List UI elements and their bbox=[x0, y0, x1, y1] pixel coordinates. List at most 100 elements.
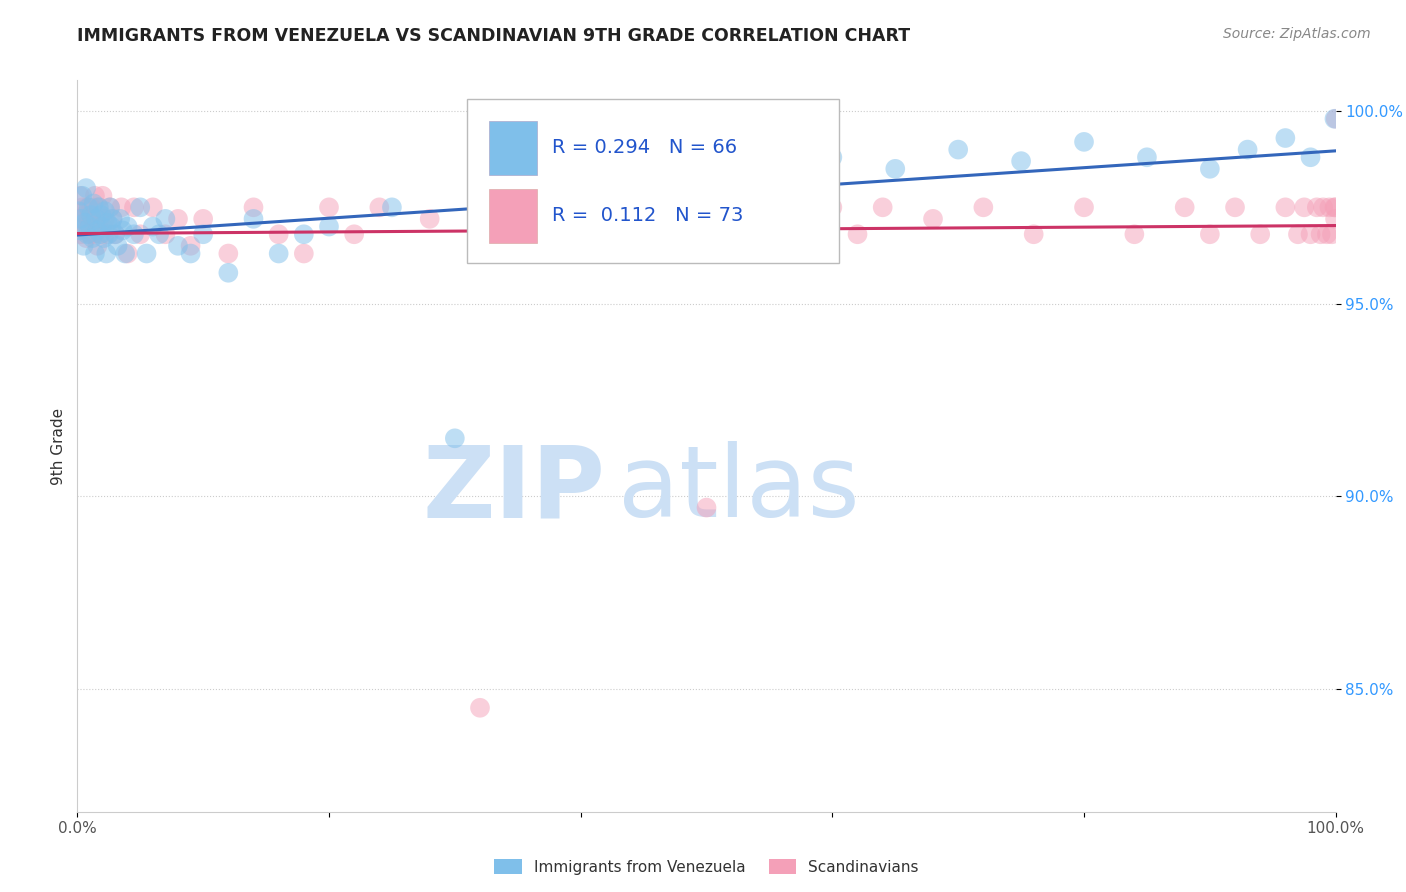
Point bbox=[67, 204, 90, 219]
Point bbox=[82, 211, 104, 226]
Y-axis label: 9th Grade: 9th Grade bbox=[51, 408, 66, 484]
Point bbox=[101, 211, 124, 226]
Point bbox=[86, 223, 108, 237]
Point bbox=[84, 188, 107, 202]
Point bbox=[1309, 227, 1331, 242]
Point bbox=[77, 211, 100, 226]
Point bbox=[1198, 161, 1220, 176]
Point bbox=[76, 227, 98, 242]
Point bbox=[318, 219, 340, 234]
Point bbox=[82, 231, 104, 245]
Point bbox=[1010, 154, 1032, 169]
Point bbox=[948, 143, 970, 157]
Point bbox=[242, 200, 264, 214]
Point bbox=[84, 211, 107, 226]
Point bbox=[1198, 227, 1220, 242]
Point bbox=[1299, 150, 1322, 164]
Point bbox=[79, 227, 101, 242]
Point bbox=[1323, 112, 1346, 126]
Point bbox=[1306, 200, 1329, 214]
Point bbox=[155, 211, 177, 226]
Point bbox=[90, 208, 112, 222]
Point bbox=[1320, 227, 1343, 242]
Point bbox=[846, 227, 869, 242]
Text: R = 0.294   N = 66: R = 0.294 N = 66 bbox=[551, 138, 737, 157]
Point bbox=[1324, 112, 1347, 126]
Point bbox=[1274, 200, 1296, 214]
Point bbox=[122, 200, 145, 214]
Text: ZIP: ZIP bbox=[423, 442, 606, 539]
Point bbox=[94, 204, 117, 219]
Point bbox=[633, 200, 655, 214]
Point bbox=[1324, 200, 1347, 214]
Point bbox=[98, 200, 121, 214]
Point bbox=[148, 227, 170, 242]
Point bbox=[770, 200, 793, 214]
Point bbox=[1022, 227, 1045, 242]
Point bbox=[94, 211, 117, 226]
FancyBboxPatch shape bbox=[489, 120, 537, 176]
Point bbox=[1324, 211, 1347, 226]
Point bbox=[70, 227, 93, 242]
Point bbox=[142, 200, 165, 214]
Point bbox=[292, 246, 315, 260]
Point bbox=[70, 211, 93, 226]
Point bbox=[104, 227, 127, 242]
Point bbox=[96, 227, 118, 242]
Point bbox=[107, 239, 129, 253]
Point bbox=[80, 200, 103, 214]
Text: Source: ZipAtlas.com: Source: ZipAtlas.com bbox=[1223, 27, 1371, 41]
Point bbox=[79, 219, 101, 234]
Point bbox=[167, 211, 190, 226]
Point bbox=[104, 227, 127, 242]
Point bbox=[419, 211, 441, 226]
Point bbox=[87, 200, 110, 214]
Point bbox=[569, 227, 592, 242]
Point bbox=[69, 223, 91, 237]
Point bbox=[318, 200, 340, 214]
Point bbox=[1312, 200, 1334, 214]
Point bbox=[69, 188, 91, 202]
Point bbox=[135, 246, 157, 260]
Point bbox=[1294, 200, 1316, 214]
Point bbox=[114, 246, 136, 260]
Point bbox=[1249, 227, 1271, 242]
Point bbox=[343, 227, 366, 242]
Point bbox=[1236, 143, 1258, 157]
Point bbox=[83, 196, 105, 211]
Point bbox=[368, 200, 391, 214]
Point bbox=[191, 211, 215, 226]
Point bbox=[468, 700, 491, 714]
Point bbox=[292, 227, 315, 242]
Point bbox=[72, 219, 94, 234]
Point bbox=[75, 181, 97, 195]
Point bbox=[72, 239, 94, 253]
Point bbox=[101, 211, 124, 226]
Point bbox=[884, 161, 907, 176]
Point bbox=[1319, 200, 1341, 214]
Point bbox=[191, 227, 215, 242]
Point bbox=[1323, 200, 1346, 214]
Point bbox=[821, 150, 844, 164]
Point bbox=[696, 500, 718, 515]
Point bbox=[444, 431, 467, 445]
Legend: Immigrants from Venezuela, Scandinavians: Immigrants from Venezuela, Scandinavians bbox=[488, 853, 925, 881]
Point bbox=[117, 246, 139, 260]
Point bbox=[96, 216, 118, 230]
Point bbox=[122, 227, 145, 242]
Point bbox=[129, 227, 152, 242]
Point bbox=[97, 227, 120, 242]
Point bbox=[75, 231, 97, 245]
Point bbox=[100, 219, 122, 234]
Point bbox=[506, 211, 529, 226]
Point bbox=[872, 200, 894, 214]
Point bbox=[84, 219, 107, 234]
Point bbox=[922, 211, 945, 226]
Point bbox=[1174, 200, 1197, 214]
Text: atlas: atlas bbox=[619, 442, 860, 539]
Point bbox=[242, 211, 264, 226]
Point bbox=[217, 266, 239, 280]
Point bbox=[72, 200, 94, 214]
Point bbox=[217, 246, 239, 260]
FancyBboxPatch shape bbox=[489, 188, 537, 244]
